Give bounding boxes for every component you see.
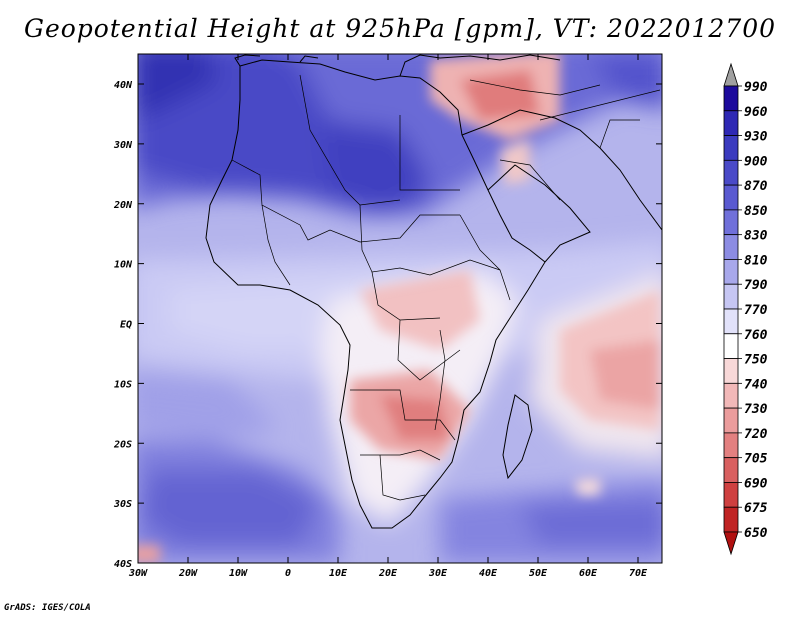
lon-label: 10E: [329, 568, 348, 579]
colorbar-label: 960: [744, 105, 768, 120]
lon-label: 60E: [579, 568, 598, 579]
lon-label: 20W: [178, 568, 198, 579]
colorbar-label: 810: [744, 253, 768, 268]
lat-label: 40S: [114, 559, 132, 570]
colorbar-swatch: [723, 482, 739, 508]
colorbar-label: 930: [744, 130, 768, 145]
colorbar-label: 740: [744, 377, 768, 392]
colorbar-swatch: [723, 184, 739, 211]
colorbar-swatch: [723, 457, 739, 483]
height-field: [138, 54, 662, 563]
colorbar: 990 960 930 900 870 850 830 810 790 770 760 750 740 7…: [723, 62, 768, 556]
colorbar-swatch: [723, 506, 739, 533]
lat-label: 30S: [113, 499, 132, 510]
colorbar-high-arrow: [723, 62, 739, 87]
colorbar-label: 650: [744, 526, 768, 541]
lon-label: 40E: [479, 568, 498, 579]
country-borders: [231, 74, 661, 501]
colorbar-swatch: [723, 308, 739, 335]
colorbar-label: 760: [744, 328, 768, 343]
lon-label: 20E: [378, 568, 398, 579]
colorbar-label: 790: [744, 278, 768, 293]
lat-label: 20N: [113, 200, 133, 211]
colorbar-swatch: [723, 85, 739, 112]
colorbar-label: 990: [744, 80, 768, 95]
colorbar-swatch: [723, 209, 739, 236]
lon-label: 30W: [128, 568, 148, 579]
colorbar-label: 830: [744, 229, 768, 244]
colorbar-swatch: [723, 259, 739, 285]
colorbar-swatch: [723, 283, 739, 310]
colorbar-swatch: [723, 234, 739, 260]
grads-credit: GrADS: IGES/COLA: [4, 603, 91, 613]
colorbar-label: 720: [744, 427, 768, 442]
colorbar-swatch: [723, 110, 739, 136]
map-title: Geopotential Height at 925hPa [gpm], VT:…: [23, 14, 777, 43]
lat-label: 10S: [114, 379, 132, 390]
colorbar-label: 705: [744, 452, 768, 467]
lon-label: 10W: [229, 568, 248, 579]
colorbar-label: 750: [744, 353, 768, 368]
colorbar-swatch: [723, 407, 739, 434]
colorbar-swatch: [723, 432, 739, 459]
lon-label: 0: [285, 568, 291, 579]
lon-label: 50E: [529, 568, 548, 579]
coastlines: [205, 54, 662, 529]
colorbar-swatch: [723, 358, 739, 384]
lat-label: EQ: [120, 320, 132, 331]
colorbar-swatch: [723, 159, 739, 186]
colorbar-label: 850: [744, 204, 768, 219]
colorbar-label: 870: [744, 179, 768, 194]
plot-frame: [137, 53, 663, 564]
colorbar-low-arrow: [723, 531, 739, 556]
colorbar-label: 690: [744, 476, 768, 491]
longitude-axis: 30W 20W 10W 0 10E 20E 30E 40E 50E 60E 70E: [128, 54, 648, 579]
colorbar-label: 730: [744, 402, 768, 417]
lat-label: 40N: [114, 80, 133, 91]
colorbar-swatch: [723, 382, 739, 409]
colorbar-label: 675: [744, 501, 768, 516]
latitude-axis: 40N 30N 20N 10N EQ 10S 20S 30S 40S: [113, 80, 662, 570]
colorbar-label: 900: [744, 154, 768, 169]
lon-label: 70E: [629, 568, 648, 579]
lat-label: 30N: [113, 140, 133, 151]
colorbar-swatch: [723, 333, 739, 359]
lat-label: 10N: [114, 260, 133, 271]
colorbar-label: 770: [744, 303, 768, 318]
lon-label: 30E: [428, 568, 448, 579]
lat-label: 20S: [113, 439, 132, 450]
colorbar-swatch: [723, 135, 739, 161]
